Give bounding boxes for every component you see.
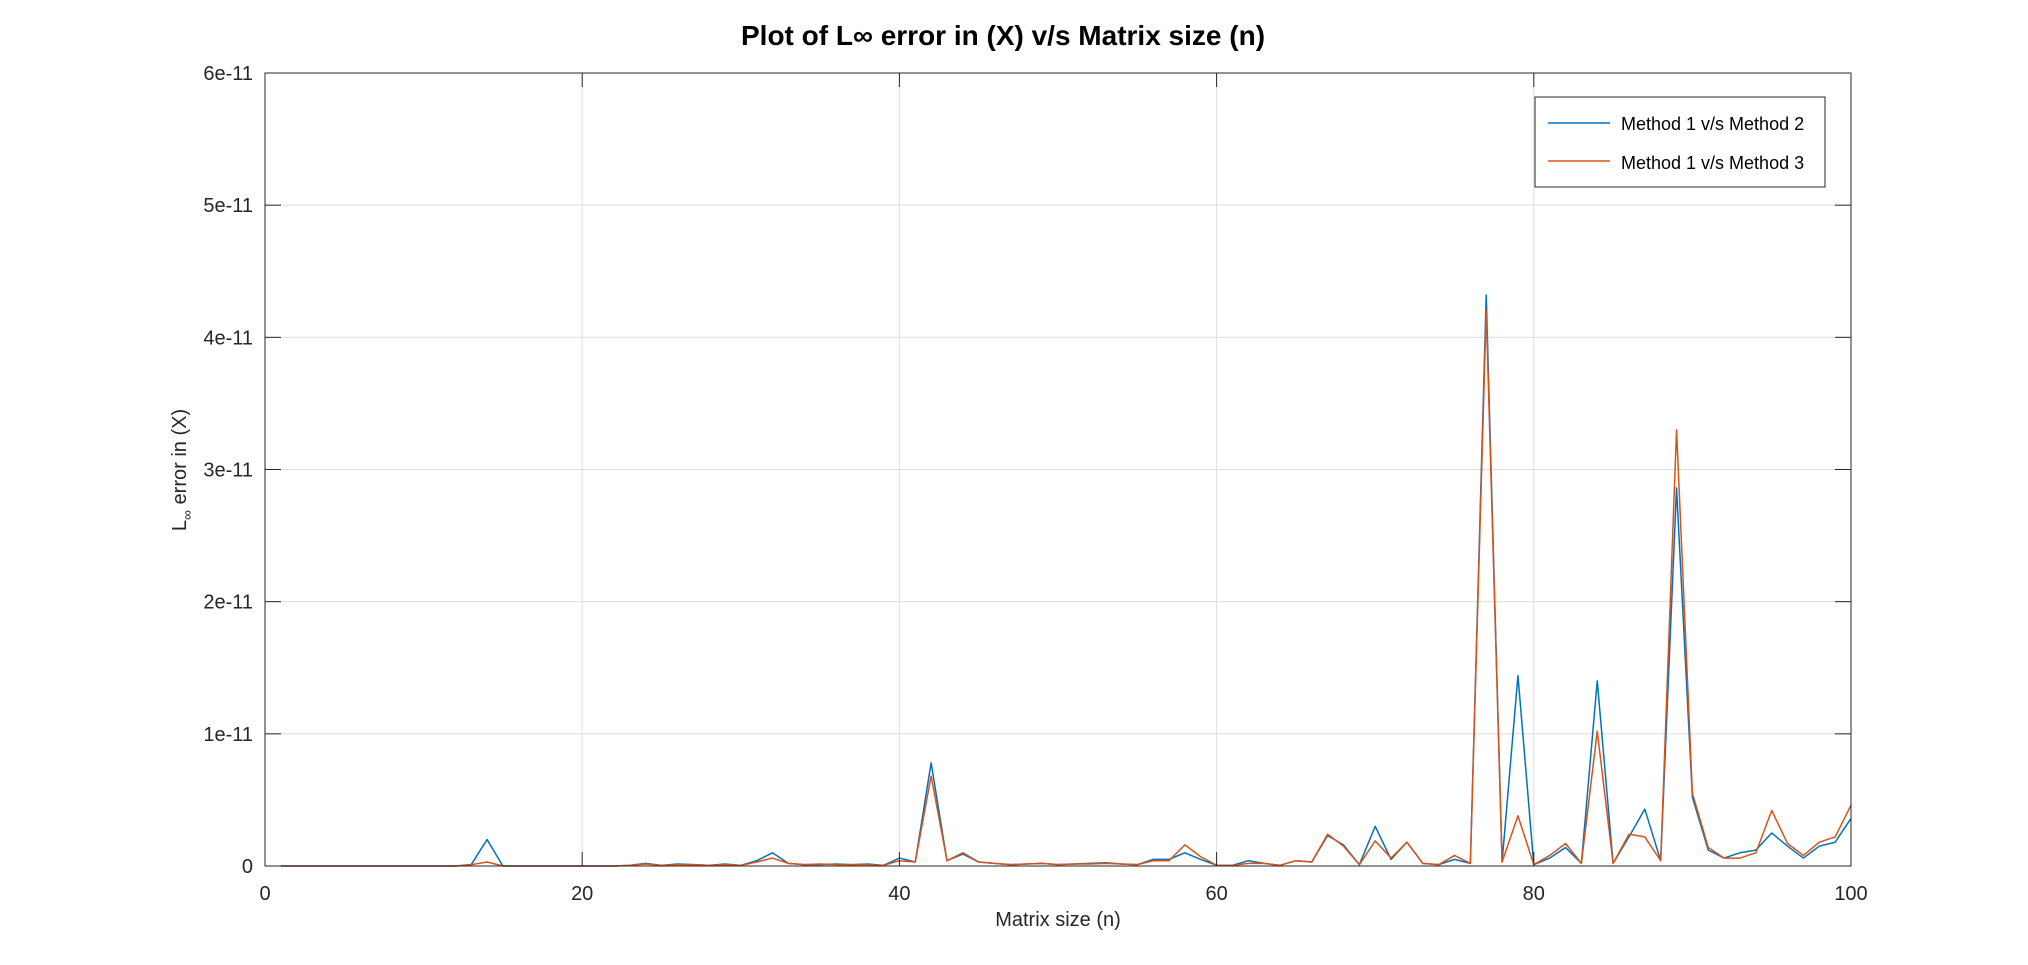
y-tick-label: 3e-11 [203,460,253,482]
x-axis: 0 20 40 60 80 100 [259,73,1868,905]
y-tick-label: 6e-11 [203,63,253,85]
y-axis-label: L∞ error in (X) [169,409,195,531]
x-axis-label: Matrix size (n) [995,909,1121,931]
legend-label-series-2: Method 1 v/s Method 3 [1621,153,1804,173]
x-tick-label: 20 [571,883,593,905]
legend-label-series-1: Method 1 v/s Method 2 [1621,114,1804,134]
chart-title: Plot of L∞ error in (X) v/s Matrix size … [741,20,1265,51]
y-tick-label: 1e-11 [203,724,253,746]
x-tick-label: 40 [888,883,910,905]
series-layer [280,294,1852,867]
legend-box [1534,96,1826,188]
series-line-2 [280,310,1852,867]
x-tick-label: 0 [259,883,270,905]
x-tick-label: 60 [1205,883,1227,905]
y-axis-label-rest: error in (X) [169,409,191,510]
series-line-1 [280,294,1852,867]
y-tick-label: 4e-11 [203,327,253,349]
y-axis-label-sub: ∞ [179,510,195,520]
y-axis-label-main: L [169,520,191,531]
x-tick-label: 100 [1834,883,1867,905]
y-tick-label: 2e-11 [203,592,253,614]
legend: Method 1 v/s Method 2 Method 1 v/s Metho… [1534,96,1826,188]
y-tick-label: 0 [242,856,253,878]
grid [264,72,1852,867]
y-tick-label: 5e-11 [203,195,253,217]
x-tick-label: 80 [1523,883,1545,905]
y-axis: 0 1e-11 2e-11 3e-11 4e-11 5e-11 6e-11 [203,63,1851,878]
